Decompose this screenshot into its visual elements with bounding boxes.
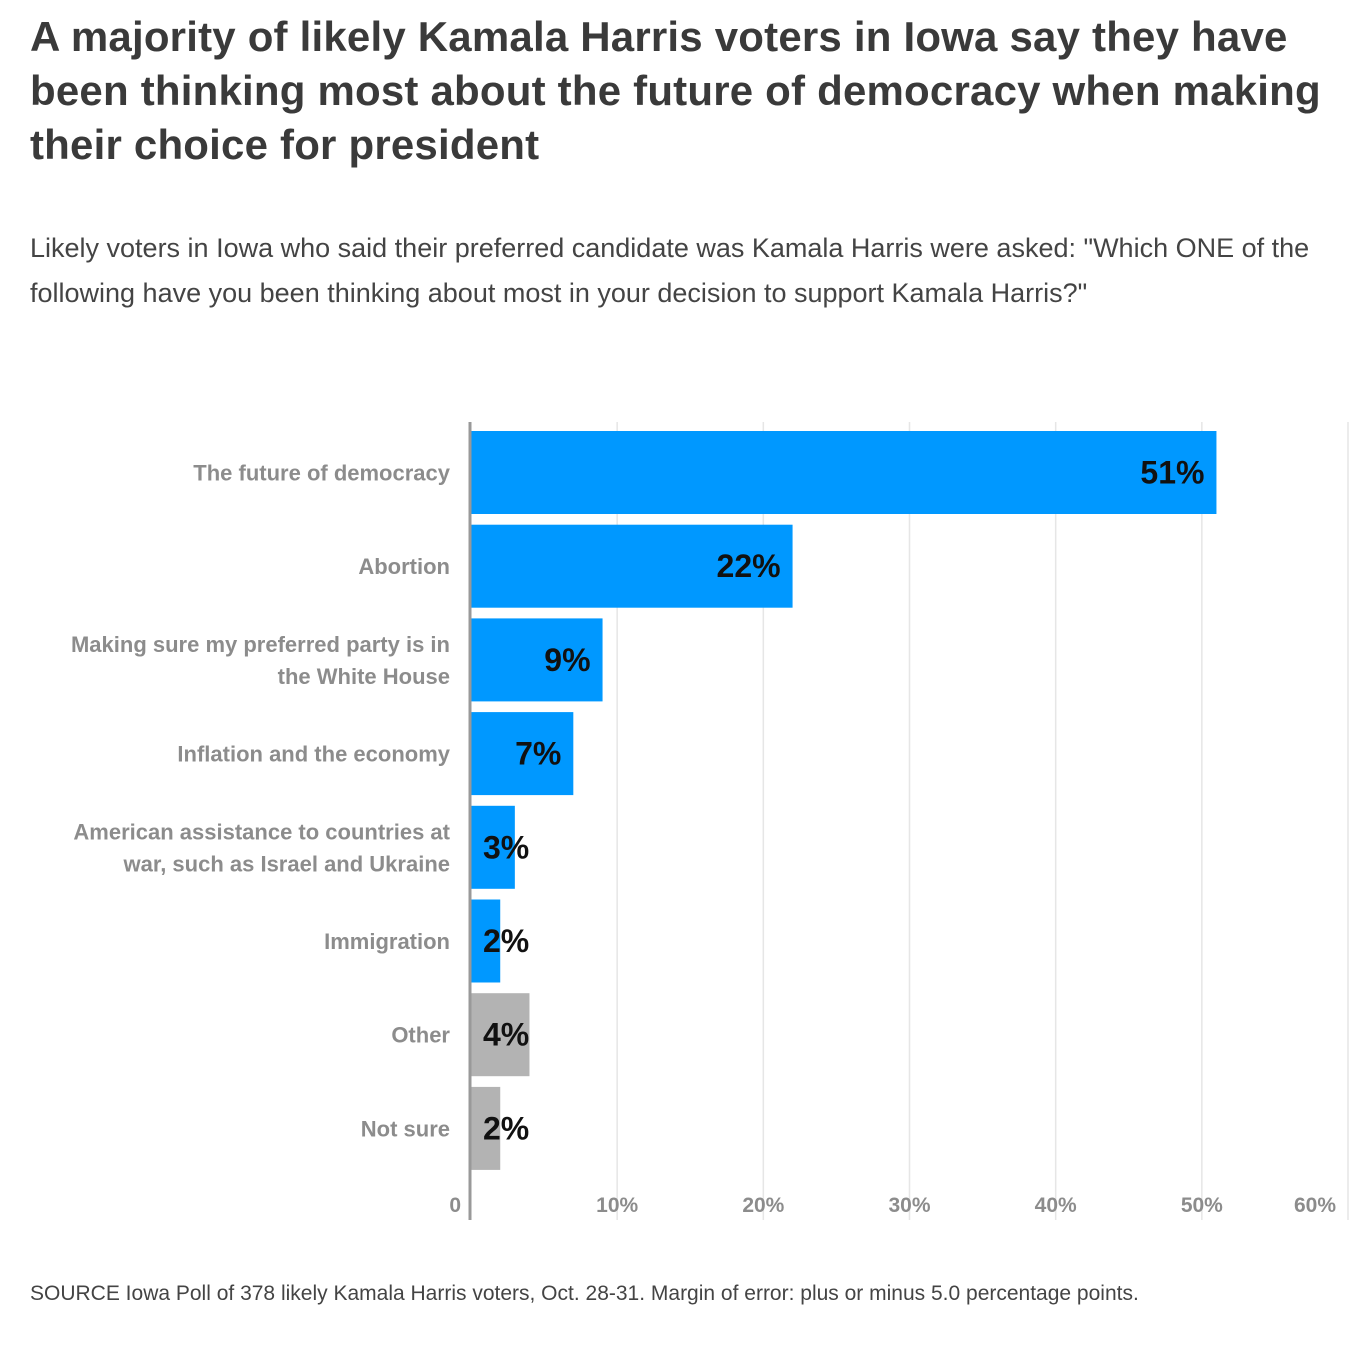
value-label: 3% bbox=[483, 829, 529, 865]
value-label: 22% bbox=[717, 548, 781, 584]
x-tick-label: 10% bbox=[596, 1194, 638, 1217]
value-label: 7% bbox=[515, 736, 561, 772]
category-labels: The future of democracy Abortion Making su… bbox=[71, 461, 451, 1142]
category-label: Immigration bbox=[324, 929, 450, 954]
category-label: American assistance to countries at bbox=[73, 819, 450, 844]
x-tick-labels: 0 10% 20% 30% 40% 50% 60% bbox=[449, 1194, 1336, 1217]
bar bbox=[471, 899, 501, 983]
value-label: 2% bbox=[483, 923, 529, 959]
x-tick-label: 0 bbox=[449, 1194, 461, 1217]
x-tick-label: 60% bbox=[1294, 1194, 1336, 1217]
value-label: 51% bbox=[1140, 455, 1204, 491]
x-tick-label: 50% bbox=[1181, 1194, 1223, 1217]
source-note: SOURCE Iowa Poll of 378 likely Kamala Ha… bbox=[30, 1282, 1139, 1305]
category-label: Not sure bbox=[361, 1116, 450, 1141]
bar bbox=[471, 993, 530, 1077]
bar bbox=[471, 524, 793, 608]
category-label: Inflation and the economy bbox=[177, 742, 450, 767]
bar bbox=[471, 805, 515, 889]
x-tick-label: 20% bbox=[742, 1194, 784, 1217]
bars bbox=[471, 431, 1217, 1170]
value-label: 9% bbox=[544, 642, 590, 678]
x-tick-label: 40% bbox=[1035, 1194, 1077, 1217]
value-label: 2% bbox=[483, 1110, 529, 1146]
category-label: the White House bbox=[278, 664, 450, 689]
x-tick-label: 30% bbox=[888, 1194, 930, 1217]
category-label: The future of democracy bbox=[193, 461, 450, 486]
bar bbox=[471, 618, 603, 702]
category-label: Other bbox=[391, 1023, 450, 1048]
category-label: war, such as Israel and Ukraine bbox=[123, 851, 451, 876]
chart-subtitle: Likely voters in Iowa who said their pre… bbox=[30, 233, 1310, 308]
bar bbox=[471, 712, 574, 796]
chart-title: A majority of likely Kamala Harris voter… bbox=[30, 13, 1321, 168]
bar-chart: The future of democracy Abortion Making su… bbox=[71, 422, 1349, 1220]
bar bbox=[471, 431, 1217, 514]
bar bbox=[471, 1086, 501, 1170]
value-label: 4% bbox=[483, 1017, 529, 1053]
value-labels: 51% 22% 9% 7% 3% 2% 4% 2% bbox=[483, 455, 1204, 1147]
category-label: Abortion bbox=[358, 554, 450, 579]
category-label: Making sure my preferred party is in bbox=[71, 632, 450, 657]
